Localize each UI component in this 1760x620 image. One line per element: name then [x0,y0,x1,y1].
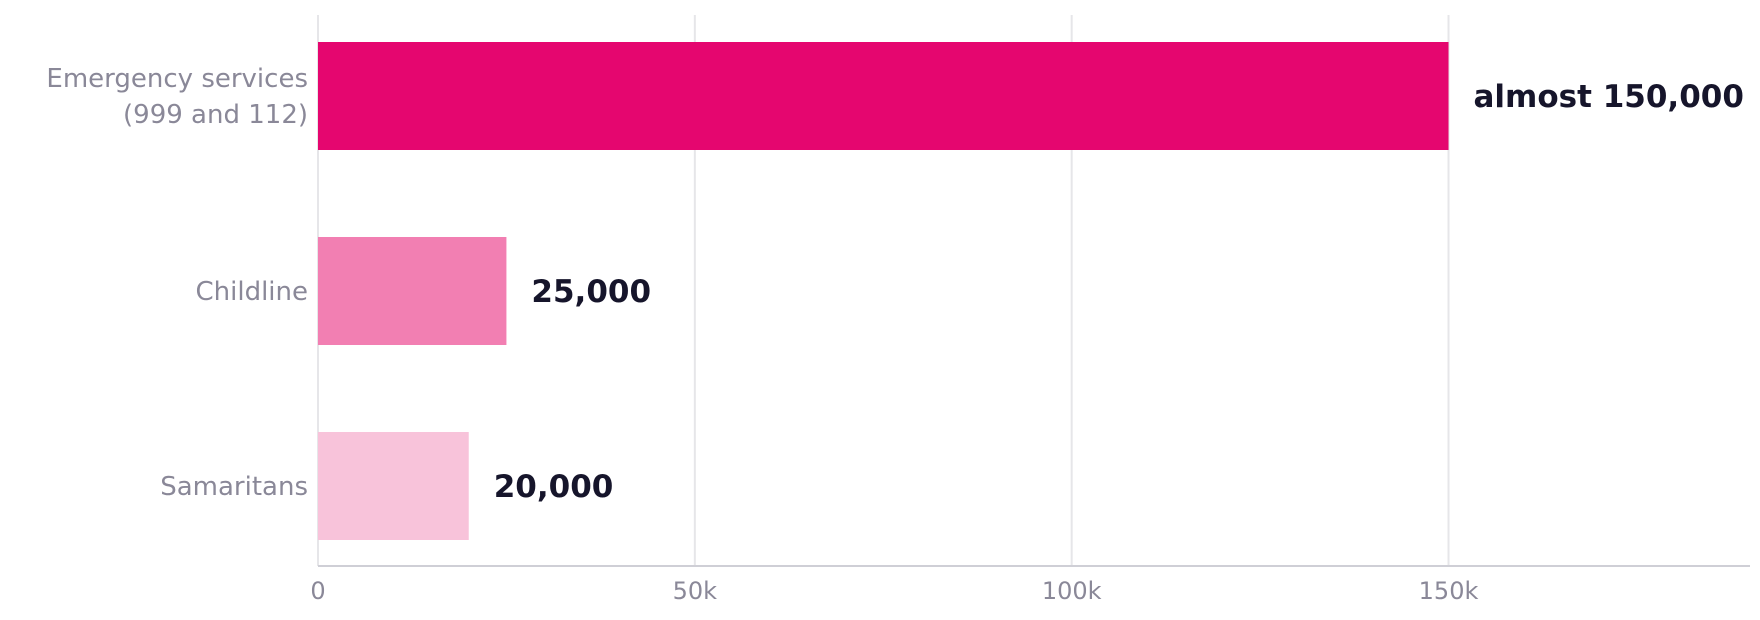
data-labels: almost 150,000 25,000 20,000 [494,79,1744,505]
data-label-emergency-services: almost 150,000 [1474,79,1744,115]
bar-samaritans [318,432,469,540]
bar-childline [318,237,507,345]
x-axis-ticks: 0 50k 100k 150k [310,577,1478,605]
data-label-samaritans: 20,000 [494,469,614,505]
category-label-line: Samaritans [160,472,308,502]
category-label-childline: Childline [195,277,308,307]
x-tick-label-0: 0 [310,577,325,605]
category-label-line: Childline [195,277,308,307]
category-label-line: Emergency services [46,64,308,94]
category-label-samaritans: Samaritans [160,472,308,502]
category-label-emergency-services: Emergency services (999 and 112) [46,64,308,130]
x-tick-label-100k: 100k [1042,577,1102,605]
x-tick-label-50k: 50k [673,577,718,605]
bars [318,42,1449,540]
bar-emergency-services [318,42,1449,150]
category-label-line: (999 and 112) [123,100,308,130]
category-labels: Emergency services (999 and 112) Childline… [46,64,308,502]
x-tick-label-150k: 150k [1419,577,1479,605]
data-label-childline: 25,000 [531,274,651,310]
